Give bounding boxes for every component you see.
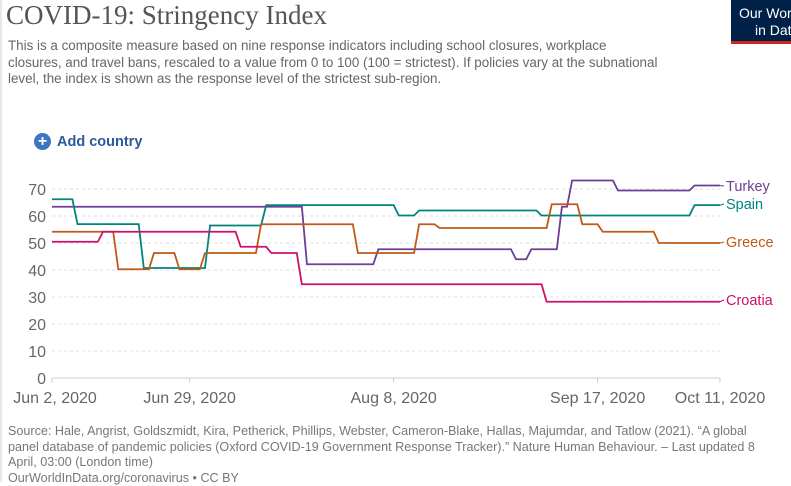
y-tick-label: 30 (28, 290, 46, 307)
y-tick-label: 0 (37, 371, 46, 388)
x-tick-label: Jun 29, 2020 (143, 390, 236, 407)
label-leader (720, 242, 724, 243)
logo-line-1: Our World (739, 5, 791, 22)
source-link[interactable]: OurWorldInData.org/coronavirus • CC BY (8, 471, 778, 486)
logo-line-2: in Data (739, 22, 791, 39)
add-country-button[interactable]: + Add country (34, 133, 142, 150)
x-tick-label: Aug 8, 2020 (351, 390, 437, 407)
series-label-greece: Greece (726, 235, 774, 251)
chart-title: COVID-19: Stringency Index (6, 0, 327, 31)
series-label-croatia: Croatia (726, 293, 774, 309)
plus-circle-icon: + (34, 133, 51, 150)
source-note: Source: Hale, Angrist, Goldszmidt, Kira,… (8, 424, 778, 486)
y-tick-label: 10 (28, 344, 46, 361)
y-tick-label: 60 (28, 209, 46, 226)
line-chart: 0 10 20 30 40 50 60 70 Jun 2, 2020 Jun 29, 2020 Au… (0, 170, 791, 415)
series-label-turkey: Turkey (726, 179, 771, 195)
series-line-turkey (52, 180, 720, 264)
label-leader (720, 300, 724, 302)
y-tick-label: 40 (28, 263, 46, 280)
label-leader (720, 204, 724, 205)
owid-logo[interactable]: Our World in Data (731, 0, 791, 44)
y-tick-label: 20 (28, 317, 46, 334)
x-tick-label: Jun 2, 2020 (13, 390, 97, 407)
label-leader (720, 185, 724, 186)
source-text: Source: Hale, Angrist, Goldszmidt, Kira,… (8, 424, 778, 471)
y-tick-label: 70 (28, 182, 46, 199)
x-tick-label: Sep 17, 2020 (550, 390, 645, 407)
series-line-croatia (52, 232, 720, 302)
x-tick-label: Oct 11, 2020 (675, 390, 766, 407)
add-country-label: Add country (57, 134, 142, 150)
y-tick-label: 50 (28, 236, 46, 253)
series-label-spain: Spain (726, 197, 763, 213)
chart-subtitle: This is a composite measure based on nin… (8, 38, 658, 88)
series-line-greece (52, 204, 720, 269)
